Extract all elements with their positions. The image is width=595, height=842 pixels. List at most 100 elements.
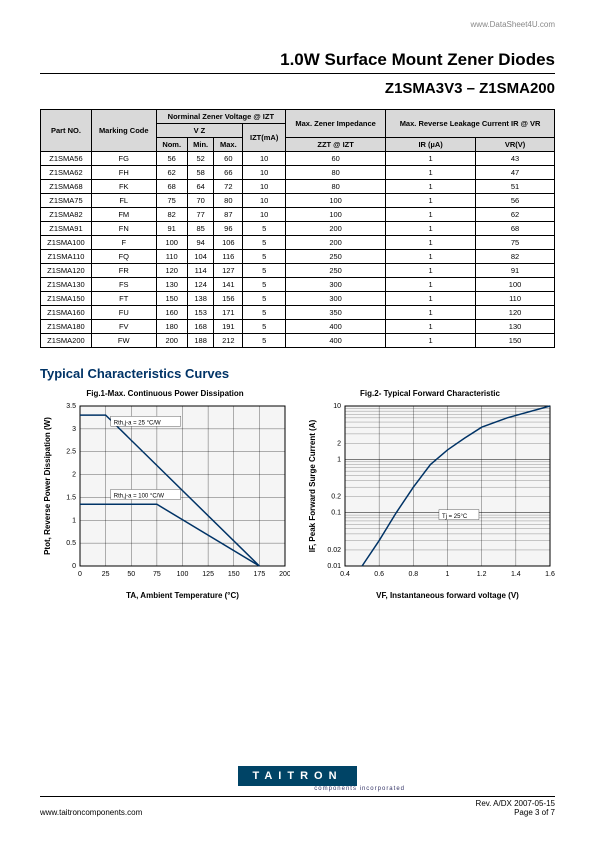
- table-row: Z1SMA130FS13012414153001100: [41, 278, 555, 292]
- svg-text:Tj = 25°C: Tj = 25°C: [442, 514, 468, 520]
- cell-zzt: 300: [286, 292, 386, 306]
- th-impedance: Max. Zener Impedance: [286, 110, 386, 138]
- cell-nom: 75: [156, 194, 187, 208]
- table-row: Z1SMA75FL75708010100156: [41, 194, 555, 208]
- svg-text:2: 2: [337, 440, 341, 447]
- svg-text:1.4: 1.4: [511, 571, 521, 578]
- cell-max: 72: [214, 180, 243, 194]
- cell-nom: 150: [156, 292, 187, 306]
- cell-nom: 200: [156, 334, 187, 348]
- cell-nom: 130: [156, 278, 187, 292]
- cell-part: Z1SMA130: [41, 278, 92, 292]
- footer-url: www.taitroncomponents.com: [40, 808, 142, 817]
- cell-part: Z1SMA91: [41, 222, 92, 236]
- chart2-svg: 0.40.60.811.21.41.60.010.020.10.21210Tj …: [305, 401, 555, 601]
- logo-subtitle: components incorporated: [40, 786, 405, 792]
- cell-nom: 180: [156, 320, 187, 334]
- page-subtitle: Z1SMA3V3 – Z1SMA200: [40, 80, 555, 97]
- th-min: Min.: [187, 138, 214, 152]
- cell-part: Z1SMA62: [41, 166, 92, 180]
- cell-max: 191: [214, 320, 243, 334]
- cell-izt: 10: [243, 180, 286, 194]
- cell-ir: 1: [386, 334, 476, 348]
- cell-vr: 130: [476, 320, 555, 334]
- cell-vr: 91: [476, 264, 555, 278]
- cell-vr: 51: [476, 180, 555, 194]
- cell-ir: 1: [386, 292, 476, 306]
- th-partno: Part NO.: [41, 110, 92, 152]
- svg-text:IF, Peak Forward Surge Current: IF, Peak Forward Surge Current (A): [308, 419, 317, 552]
- svg-text:2.5: 2.5: [66, 449, 76, 456]
- svg-text:1.2: 1.2: [477, 571, 487, 578]
- cell-max: 141: [214, 278, 243, 292]
- cell-part: Z1SMA180: [41, 320, 92, 334]
- cell-zzt: 250: [286, 264, 386, 278]
- cell-max: 171: [214, 306, 243, 320]
- footer-rev: Rev. A/DX 2007-05-15: [476, 799, 555, 808]
- cell-code: FL: [91, 194, 156, 208]
- cell-min: 168: [187, 320, 214, 334]
- cell-vr: 43: [476, 152, 555, 166]
- cell-zzt: 250: [286, 250, 386, 264]
- table-row: Z1SMA56FG5652601060143: [41, 152, 555, 166]
- svg-text:VF, Instantaneous forward volt: VF, Instantaneous forward voltage (V): [376, 591, 519, 600]
- cell-min: 77: [187, 208, 214, 222]
- chart2-title: Fig.2- Typical Forward Characteristic: [305, 389, 555, 398]
- cell-part: Z1SMA68: [41, 180, 92, 194]
- cell-vr: 120: [476, 306, 555, 320]
- cell-max: 96: [214, 222, 243, 236]
- section-title: Typical Characteristics Curves: [40, 366, 555, 381]
- cell-vr: 47: [476, 166, 555, 180]
- cell-nom: 68: [156, 180, 187, 194]
- cell-ir: 1: [386, 306, 476, 320]
- cell-ir: 1: [386, 278, 476, 292]
- cell-vr: 150: [476, 334, 555, 348]
- cell-vr: 68: [476, 222, 555, 236]
- cell-part: Z1SMA200: [41, 334, 92, 348]
- table-row: Z1SMA110FQ1101041165250182: [41, 250, 555, 264]
- cell-part: Z1SMA120: [41, 264, 92, 278]
- cell-zzt: 100: [286, 208, 386, 222]
- cell-code: FU: [91, 306, 156, 320]
- cell-code: FG: [91, 152, 156, 166]
- th-izt: IZT(mA): [243, 124, 286, 152]
- svg-text:Ptot, Reverse Power Dissipatio: Ptot, Reverse Power Dissipation (W): [43, 417, 52, 555]
- cell-code: FK: [91, 180, 156, 194]
- cell-vr: 75: [476, 236, 555, 250]
- svg-text:2: 2: [72, 472, 76, 479]
- cell-part: Z1SMA82: [41, 208, 92, 222]
- cell-code: FS: [91, 278, 156, 292]
- cell-min: 188: [187, 334, 214, 348]
- cell-ir: 1: [386, 208, 476, 222]
- svg-text:0.4: 0.4: [340, 571, 350, 578]
- cell-part: Z1SMA75: [41, 194, 92, 208]
- cell-ir: 1: [386, 236, 476, 250]
- table-row: Z1SMA62FH6258661080147: [41, 166, 555, 180]
- cell-zzt: 350: [286, 306, 386, 320]
- page-title: 1.0W Surface Mount Zener Diodes: [40, 50, 555, 70]
- chart1-title: Fig.1-Max. Continuous Power Dissipation: [40, 389, 290, 398]
- th-ir: IR (µA): [386, 138, 476, 152]
- svg-text:175: 175: [254, 571, 266, 578]
- svg-text:150: 150: [228, 571, 240, 578]
- cell-max: 87: [214, 208, 243, 222]
- cell-nom: 62: [156, 166, 187, 180]
- cell-max: 116: [214, 250, 243, 264]
- chart-2: Fig.2- Typical Forward Characteristic 0.…: [305, 389, 555, 606]
- cell-zzt: 100: [286, 194, 386, 208]
- svg-text:0.2: 0.2: [331, 494, 341, 501]
- cell-zzt: 60: [286, 152, 386, 166]
- footer: TAITRON components incorporated Rev. A/D…: [40, 766, 555, 817]
- logo-text: TAITRON: [238, 766, 356, 786]
- cell-ir: 1: [386, 180, 476, 194]
- cell-nom: 160: [156, 306, 187, 320]
- cell-vr: 56: [476, 194, 555, 208]
- cell-code: FW: [91, 334, 156, 348]
- cell-code: FH: [91, 166, 156, 180]
- cell-min: 58: [187, 166, 214, 180]
- cell-part: Z1SMA110: [41, 250, 92, 264]
- cell-izt: 5: [243, 320, 286, 334]
- charts-row: Fig.1-Max. Continuous Power Dissipation …: [40, 389, 555, 606]
- cell-max: 127: [214, 264, 243, 278]
- th-zzt: ZZT @ IZT: [286, 138, 386, 152]
